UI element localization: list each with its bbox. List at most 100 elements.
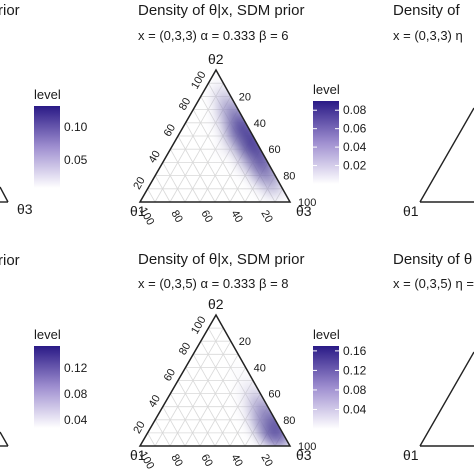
tick-label: 40 [254,362,266,374]
left-panel-top: rior level 0.10 0.05 θ3 [0,2,88,217]
tick-label: 20 [258,452,275,469]
density-cell [250,409,271,430]
left-top-legend-tick: 0.10 [64,120,88,134]
tick-label: 40 [146,393,163,410]
tick-label: 40 [228,208,245,225]
legend-tick-label: 0.16 [343,344,367,358]
tick-label: 20 [258,208,275,225]
panel-subtitle: x = (0,3,5) α = 0.333 β = 8 [138,276,289,291]
density-cell [215,142,231,157]
tick-label: 100 [298,197,316,209]
grid-line [154,175,171,203]
tick-label: 40 [146,149,163,166]
tick-label: 80 [177,96,194,113]
tick-label: 20 [239,336,251,348]
left-bottom-legend-bar [34,346,60,428]
right-bottom-vertex-label: θ1 [403,447,419,463]
grid-line [162,406,186,447]
left-bottom-legend-tick: 0.08 [64,387,88,401]
tick-label: 20 [131,419,148,436]
vertex-label-right: θ3 [296,447,312,463]
grid-line [154,419,171,447]
right-bottom-axis-fragment [419,351,474,447]
left-bottom-legend-tick: 0.12 [64,361,88,375]
tick-label: 20 [239,91,251,103]
panel-center-top: Density of θ|x, SDM prior x = (0,3,3) α … [130,2,367,227]
grid-line [177,135,216,203]
vertex-label-top: θ2 [208,51,224,67]
panel-title: Density of θ|x, SDM prior [138,2,304,19]
panel-subtitle: x = (0,3,3) α = 0.333 β = 6 [138,28,289,43]
right-panel-top: Density of x = (0,3,3) η θ1 [393,2,474,219]
tick-label: 80 [283,415,295,427]
tick-label: 60 [268,144,280,156]
legend-tick-label: 0.08 [343,103,367,117]
density-cell [240,378,258,396]
tick-label: 80 [283,171,295,183]
left-bottom-axis-fragment [0,431,9,447]
legend-tick-label: 0.02 [343,159,367,173]
grid-line [154,83,224,203]
grid-line [162,162,186,203]
legend-tick-label: 0.12 [343,363,367,377]
tick-label: 40 [228,452,245,469]
legend-tick-label: 0.04 [343,402,367,416]
left-bottom-legend-title: level [34,327,61,342]
panel-center-bottom: Density of θ|x, SDM prior x = (0,3,5) α … [130,251,367,471]
right-top-subtitle-fragment: x = (0,3,3) η [393,28,463,43]
right-top-axis-fragment [419,107,474,203]
grid-line [170,149,201,203]
legend-tick-label: 0.08 [343,383,367,397]
density-cell [232,363,247,377]
right-top-vertex-label: θ1 [403,203,419,219]
grid-line [192,109,246,203]
grid-line [170,393,201,447]
grid-line [192,354,246,447]
tick-label: 80 [177,341,194,358]
left-bottom-legend-tick: 0.04 [64,413,88,427]
left-top-legend-tick: 0.05 [64,153,88,167]
vertex-label-top: θ2 [208,296,224,312]
tick-label: 80 [168,452,185,469]
legend-title: level [313,327,340,342]
tick-label: 60 [198,208,215,225]
tick-label: 100 [298,441,316,453]
left-panel-bottom: rior level 0.12 0.08 0.04 [0,252,88,447]
density-cell [212,84,232,104]
density-cell [238,399,253,414]
tick-label: 60 [162,367,179,384]
panel-title: Density of θ|x, SDM prior [138,251,304,268]
grid-line [147,432,156,447]
ternary-frame [138,313,292,447]
vertex-label-left: θ1 [130,447,146,463]
right-bottom-subtitle-fragment: x = (0,3,5) η = [393,276,474,291]
left-bottom-title-fragment: rior [0,252,20,269]
density-cell [236,153,255,172]
left-top-vertex-label: θ3 [17,201,33,217]
legend-colorbar [313,101,339,184]
grid-line [177,380,216,447]
grid-line [154,327,224,447]
right-panel-bottom: Density of θ x = (0,3,5) η = θ1 [393,251,474,463]
left-top-legend-title: level [34,87,61,102]
right-top-title-fragment: Density of [393,2,461,19]
grid-line [147,188,156,203]
grid-line [184,354,239,447]
tick-label: 40 [254,118,266,130]
legend-colorbar [313,346,339,429]
legend-title: level [313,82,340,97]
vertex-label-right: θ3 [296,203,312,219]
left-top-legend-bar [34,106,60,188]
density-cell [214,114,232,132]
density-layer [232,363,290,446]
legend-tick-label: 0.06 [343,122,367,136]
legend-tick-label: 0.04 [343,140,367,154]
left-top-axis-fragment [0,186,9,203]
ternary-frame [138,68,292,203]
tick-label: 60 [268,389,280,401]
tick-label: 20 [131,175,148,192]
left-top-title-fragment: rior [0,2,20,19]
tick-label: 60 [162,122,179,139]
vertex-label-left: θ1 [130,203,146,219]
